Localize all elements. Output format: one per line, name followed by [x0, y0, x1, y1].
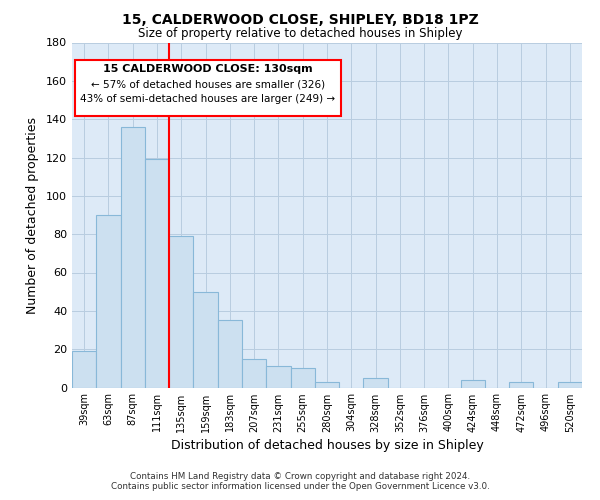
Bar: [218, 320, 242, 388]
Y-axis label: Number of detached properties: Number of detached properties: [26, 116, 39, 314]
X-axis label: Distribution of detached houses by size in Shipley: Distribution of detached houses by size …: [170, 439, 484, 452]
Bar: [242, 359, 266, 388]
Text: Contains HM Land Registry data © Crown copyright and database right 2024.
Contai: Contains HM Land Registry data © Crown c…: [110, 472, 490, 491]
Bar: [72, 351, 96, 388]
Bar: [509, 382, 533, 388]
Bar: [364, 378, 388, 388]
Text: ← 57% of detached houses are smaller (326): ← 57% of detached houses are smaller (32…: [91, 79, 325, 89]
Text: 15 CALDERWOOD CLOSE: 130sqm: 15 CALDERWOOD CLOSE: 130sqm: [103, 64, 313, 74]
Bar: [315, 382, 339, 388]
Bar: [96, 215, 121, 388]
Bar: [461, 380, 485, 388]
Text: 15, CALDERWOOD CLOSE, SHIPLEY, BD18 1PZ: 15, CALDERWOOD CLOSE, SHIPLEY, BD18 1PZ: [122, 12, 478, 26]
Bar: [558, 382, 582, 388]
Text: Size of property relative to detached houses in Shipley: Size of property relative to detached ho…: [138, 28, 462, 40]
Text: 43% of semi-detached houses are larger (249) →: 43% of semi-detached houses are larger (…: [80, 94, 335, 104]
Bar: [145, 160, 169, 388]
Bar: [266, 366, 290, 388]
Bar: [290, 368, 315, 388]
Bar: [193, 292, 218, 388]
Bar: [169, 236, 193, 388]
Bar: [121, 127, 145, 388]
